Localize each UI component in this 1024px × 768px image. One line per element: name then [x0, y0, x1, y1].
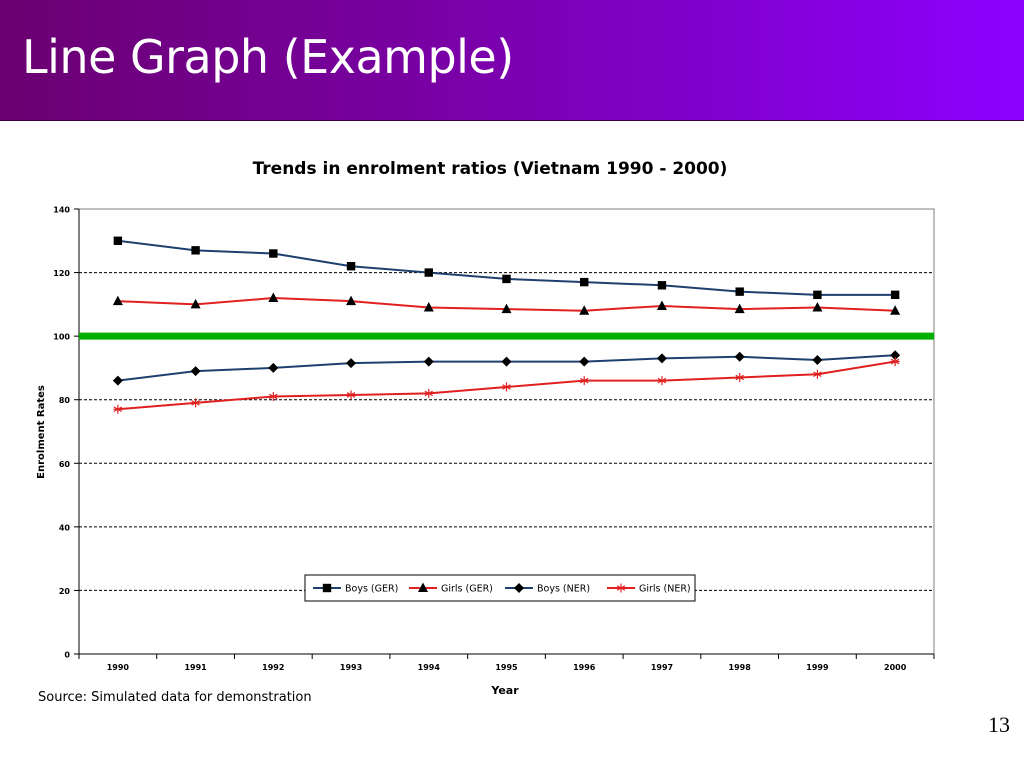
data-point [501, 356, 512, 367]
data-point [656, 353, 667, 364]
data-point [890, 350, 901, 361]
data-point [269, 249, 278, 258]
data-point [812, 302, 823, 312]
data-point [579, 305, 590, 315]
data-point [890, 290, 900, 300]
data-point [502, 382, 511, 392]
legend-label: Girls (NER) [639, 584, 691, 595]
legend-item: Boys (GER) [313, 584, 398, 595]
data-point [735, 287, 744, 296]
slide-title: Line Graph (Example) [22, 30, 514, 84]
legend-marker [322, 583, 332, 593]
x-tick-label: 1990 [107, 663, 130, 672]
data-point [656, 300, 667, 310]
data-point [113, 236, 123, 245]
data-point [657, 376, 667, 386]
data-point [501, 303, 512, 314]
y-tick-label: 100 [53, 333, 70, 342]
legend: Boys (GER) Girls (GER) Boys (NER) Girls (NE… [304, 574, 696, 602]
x-tick-label: 1999 [806, 663, 829, 672]
legend-marker [514, 583, 524, 593]
x-tick-label: 1998 [729, 663, 752, 672]
data-point [813, 290, 822, 300]
line-chart: Trends in enrolment ratios (Vietnam 1990… [36, 159, 935, 705]
x-tick-label: 1997 [651, 663, 673, 672]
series-boys-ner [112, 350, 901, 386]
y-axis-label: Enrolment Rates [36, 385, 47, 479]
legend-label: Boys (GER) [345, 584, 398, 595]
chart-area: Trends in enrolment ratios (Vietnam 1990… [0, 130, 1024, 710]
data-point [113, 404, 123, 414]
data-point [502, 274, 511, 284]
legend-label: Girls (GER) [441, 584, 493, 595]
data-point [734, 351, 745, 362]
data-point [423, 302, 434, 312]
series [79, 236, 934, 414]
x-tick-label: 2000 [884, 663, 907, 672]
y-tick-label: 20 [59, 587, 71, 596]
x-tick-label: 1992 [262, 663, 284, 672]
data-point [735, 372, 745, 382]
legend-marker [616, 583, 626, 593]
x-tick-label: 1991 [184, 663, 207, 672]
y-tick-label: 0 [64, 651, 70, 660]
legend-item: Girls (GER) [409, 582, 493, 595]
data-point [890, 357, 900, 367]
y-tick-label: 40 [59, 523, 71, 532]
data-point [346, 358, 357, 369]
data-point [191, 398, 201, 408]
data-point [268, 392, 278, 402]
x-tick-label: 1994 [418, 663, 441, 672]
data-point [190, 298, 201, 309]
chart-title: Trends in enrolment ratios (Vietnam 1990… [253, 159, 728, 179]
page-number: 13 [988, 712, 1010, 737]
data-point [424, 268, 433, 277]
data-point [579, 356, 590, 367]
x-tick-label: 1996 [573, 663, 596, 672]
data-point [579, 376, 589, 386]
legend-marker [418, 582, 428, 592]
y-tick-label: 80 [59, 396, 71, 405]
legend-item: Boys (NER) [505, 583, 590, 595]
data-point [890, 305, 901, 315]
source-note: Source: Simulated data for demonstration [38, 690, 312, 705]
data-point [112, 375, 123, 386]
axes: 0 20 40 60 80 100 120 140 1990 1991 1992 1993 1994 19… [53, 206, 935, 672]
y-tick-label: 120 [53, 269, 70, 278]
data-point [346, 390, 356, 400]
data-point [346, 262, 356, 271]
x-tick-label: 1995 [495, 663, 518, 672]
x-axis-label: Year [490, 684, 519, 697]
data-point [580, 277, 589, 287]
series-girls-ner [113, 357, 900, 414]
data-point [812, 354, 823, 365]
data-point [423, 356, 434, 367]
series-girls-ger [112, 292, 901, 315]
data-point [346, 295, 357, 306]
data-point [812, 369, 822, 379]
data-point [268, 362, 279, 373]
data-point [268, 292, 279, 302]
slide-header: Line Graph (Example) [0, 0, 1024, 121]
y-tick-label: 140 [53, 206, 70, 215]
data-point [190, 366, 201, 377]
data-point [734, 303, 745, 314]
data-point [657, 281, 667, 290]
y-tick-label: 60 [59, 460, 71, 469]
legend-label: Boys (NER) [537, 584, 590, 595]
data-point [112, 295, 123, 306]
data-point [191, 246, 200, 255]
legend-item: Girls (NER) [607, 583, 691, 595]
x-tick-label: 1993 [340, 663, 362, 672]
data-point [424, 388, 434, 398]
series-boys-ger [113, 236, 900, 300]
